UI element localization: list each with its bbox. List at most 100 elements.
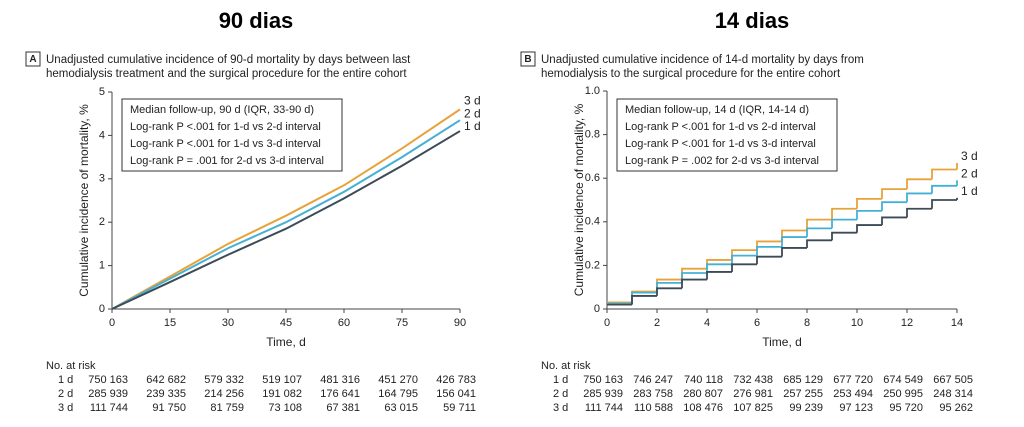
step-segment <box>681 272 707 283</box>
panel-label-box <box>520 51 536 67</box>
risk-value: 740 118 <box>684 374 723 386</box>
risk-table-title: No. at risk <box>541 360 591 372</box>
risk-value: 95 262 <box>939 402 973 414</box>
step-segment <box>931 168 957 180</box>
annotation: Median follow-up, 14 d (IQR, 14-14 d) <box>625 104 809 116</box>
panel-label: B <box>524 54 531 65</box>
risk-value: 253 494 <box>833 388 873 400</box>
y-axis-label: Cumulative incidence of mortality, % <box>572 103 586 296</box>
risk-row-label: 1 d <box>58 374 73 386</box>
risk-value: 750 163 <box>88 374 128 386</box>
x-tick-label: 30 <box>222 317 234 329</box>
step-segment <box>681 278 707 289</box>
x-tick-label: 0 <box>604 317 610 329</box>
x-tick-label: 4 <box>704 317 710 329</box>
risk-value: 108 476 <box>683 402 723 414</box>
x-tick-label: 2 <box>654 317 660 329</box>
risk-value: 750 163 <box>583 374 623 386</box>
risk-value: 283 758 <box>633 388 673 400</box>
step-segment <box>856 224 882 233</box>
series-line <box>111 119 461 310</box>
risk-value: 674 549 <box>883 374 923 386</box>
chart-title: Unadjusted cumulative incidence of 90-d … <box>46 54 411 66</box>
step-segment <box>881 188 907 199</box>
y-tick-label: 2 <box>99 216 105 228</box>
step-segment <box>681 267 707 280</box>
step-segment <box>656 278 682 292</box>
step-segment <box>781 229 807 242</box>
step-segment <box>731 254 757 265</box>
risk-value: 677 720 <box>833 374 873 386</box>
step-segment <box>856 198 882 209</box>
x-tick-label: 45 <box>280 317 292 329</box>
x-tick-label: 75 <box>396 317 408 329</box>
step-segment <box>806 239 832 248</box>
chart-title: hemodialysis treatment and the surgical … <box>46 68 407 80</box>
risk-value: 426 783 <box>436 374 476 386</box>
risk-row-label: 2 d <box>58 388 73 400</box>
series-end-label: 3 d <box>464 94 481 108</box>
risk-value: 156 041 <box>436 388 476 400</box>
risk-value: 257 255 <box>783 388 823 400</box>
series-end-label: 2 d <box>961 167 978 181</box>
y-tick-label: 3 <box>99 173 105 185</box>
risk-value: 164 795 <box>378 388 418 400</box>
risk-value: 107 825 <box>733 402 773 414</box>
annotation: Log-rank P <.001 for 1-d vs 3-d interval <box>130 138 321 150</box>
x-axis-label: Time, d <box>762 335 802 349</box>
x-tick-label: 15 <box>164 317 176 329</box>
risk-value: 111 744 <box>585 402 623 414</box>
x-axis-label: Time, d <box>266 335 306 349</box>
y-tick-label: 0.8 <box>585 129 600 141</box>
step-segment <box>831 207 857 220</box>
step-segment <box>781 236 807 247</box>
step-segment <box>856 210 882 220</box>
risk-value: 110 588 <box>634 402 673 414</box>
x-tick-label: 6 <box>754 317 760 329</box>
step-segment <box>631 295 657 305</box>
annotation: Log-rank P = .002 for 2-d vs 3-d interva… <box>625 155 819 167</box>
panel-heading: 90 dias <box>219 8 294 33</box>
step-segment <box>906 207 932 218</box>
y-tick-label: 0 <box>594 303 600 315</box>
step-segment <box>931 199 957 209</box>
annotation: Log-rank P <.001 for 1-d vs 2-d interval <box>130 121 321 133</box>
step-segment <box>781 247 807 257</box>
risk-value: 280 807 <box>683 388 723 400</box>
series-line <box>111 130 461 310</box>
risk-value: 250 995 <box>883 388 923 400</box>
annotation: Log-rank P <.001 for 1-d vs 3-d interval <box>625 138 816 150</box>
chart-title: hemodialysis to the surgical procedure f… <box>541 68 841 80</box>
step-segment <box>806 227 832 238</box>
risk-value: 111 744 <box>90 402 128 414</box>
risk-value: 81 759 <box>210 402 244 414</box>
risk-value: 63 015 <box>384 402 418 414</box>
y-axis-label: Cumulative incidence of mortality, % <box>77 104 91 297</box>
step-segment <box>731 263 757 272</box>
annotation: Log-rank P <.001 for 1-d vs 2-d interval <box>625 121 816 133</box>
risk-row-label: 2 d <box>553 388 568 400</box>
y-tick-label: 0.6 <box>585 172 600 184</box>
annotation: Median follow-up, 90 d (IQR, 33-90 d) <box>130 104 314 116</box>
risk-value: 191 082 <box>262 388 302 400</box>
x-tick-label: 12 <box>901 317 913 329</box>
y-tick-label: 5 <box>99 86 105 98</box>
y-tick-label: 1.0 <box>585 85 600 97</box>
risk-row-label: 3 d <box>553 402 568 414</box>
risk-value: 239 335 <box>146 388 186 400</box>
risk-value: 91 750 <box>152 402 186 414</box>
annotation-box <box>616 98 838 172</box>
risk-value: 481 316 <box>320 374 360 386</box>
risk-value: 285 939 <box>88 388 128 400</box>
panel-heading: 14 dias <box>715 8 790 33</box>
step-segment <box>756 255 782 265</box>
step-segment <box>806 218 832 231</box>
step-segment <box>881 201 907 211</box>
step-segment <box>756 240 782 251</box>
risk-value: 67 381 <box>326 402 360 414</box>
risk-value: 667 505 <box>933 374 973 386</box>
x-tick-label: 8 <box>804 317 810 329</box>
y-tick-label: 4 <box>99 129 105 141</box>
risk-value: 276 981 <box>733 388 773 400</box>
y-tick-label: 0 <box>99 303 105 315</box>
